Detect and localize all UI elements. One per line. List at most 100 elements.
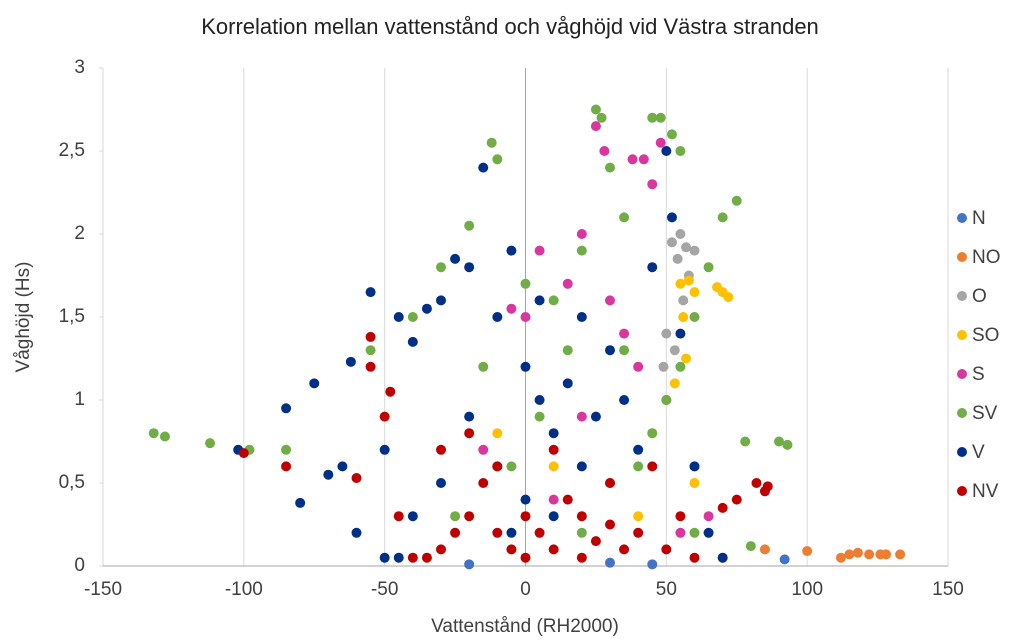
- point: [478, 444, 489, 455]
- point: [782, 439, 793, 450]
- point: [520, 511, 531, 522]
- point: [520, 278, 531, 289]
- point: [464, 411, 475, 422]
- point: [675, 328, 686, 339]
- point: [619, 395, 630, 405]
- legend-label: SV: [972, 403, 998, 424]
- point: [506, 527, 517, 538]
- legend-label: O: [972, 286, 987, 307]
- point: [661, 146, 672, 156]
- point: [619, 345, 630, 356]
- point: [450, 527, 461, 538]
- x-tick-label: -150: [84, 579, 122, 600]
- point: [689, 287, 700, 298]
- point: [633, 361, 644, 372]
- legend-label: N: [972, 208, 986, 229]
- point: [506, 544, 517, 555]
- point: [436, 262, 446, 273]
- point: [562, 378, 573, 389]
- point: [605, 519, 615, 530]
- point: [605, 162, 615, 173]
- point: [407, 552, 418, 563]
- point: [436, 478, 446, 488]
- point: [407, 312, 418, 322]
- legend-marker: [957, 330, 967, 340]
- point: [590, 536, 601, 547]
- point: [407, 511, 418, 522]
- point: [464, 511, 475, 522]
- point: [576, 411, 587, 422]
- point: [590, 411, 601, 422]
- point: [844, 549, 855, 560]
- point: [548, 544, 559, 555]
- point: [365, 331, 376, 342]
- point: [562, 345, 573, 356]
- point: [464, 262, 475, 273]
- point: [281, 461, 292, 472]
- point: [678, 312, 689, 322]
- point: [717, 552, 728, 563]
- legend-marker: [957, 252, 967, 262]
- legend-label: NO: [972, 247, 1001, 268]
- point: [852, 547, 863, 558]
- x-tick-label: 150: [932, 579, 964, 600]
- point: [633, 461, 644, 472]
- point: [669, 345, 680, 356]
- point: [658, 361, 669, 372]
- point: [675, 146, 686, 156]
- y-tick-label: 0: [74, 555, 85, 576]
- point: [492, 312, 503, 322]
- point: [669, 378, 680, 389]
- point: [365, 287, 376, 298]
- point: [492, 154, 503, 165]
- legend-marker: [957, 447, 967, 457]
- point: [661, 544, 672, 555]
- x-tick-label: 0: [520, 579, 531, 600]
- point: [562, 494, 573, 505]
- point: [605, 557, 615, 568]
- point: [534, 411, 545, 422]
- point: [576, 229, 587, 239]
- point: [689, 478, 700, 488]
- point: [534, 245, 545, 256]
- x-axis-label: Vattenstånd (RH2000): [431, 616, 619, 637]
- point: [672, 253, 683, 264]
- point: [576, 461, 587, 472]
- point: [492, 461, 503, 472]
- point: [365, 345, 376, 356]
- point: [712, 282, 723, 293]
- point: [675, 527, 686, 538]
- point: [647, 559, 658, 570]
- point: [351, 527, 362, 538]
- y-tick-label: 0,5: [59, 472, 85, 493]
- point: [548, 511, 559, 522]
- point: [393, 552, 404, 563]
- point: [576, 312, 587, 322]
- point: [605, 295, 615, 306]
- point: [895, 549, 906, 560]
- point: [534, 527, 545, 538]
- point: [647, 428, 658, 439]
- legend-label: NV: [972, 481, 999, 502]
- y-tick-label: 3: [74, 57, 85, 78]
- point: [159, 431, 170, 442]
- legend-marker: [957, 213, 967, 223]
- point: [393, 511, 404, 522]
- point: [478, 478, 489, 488]
- point: [655, 112, 666, 123]
- point: [655, 137, 666, 148]
- point: [478, 162, 489, 173]
- x-tick-label: -100: [225, 579, 263, 600]
- point: [534, 395, 545, 405]
- x-tick-label: -50: [371, 579, 398, 600]
- point: [661, 395, 672, 405]
- point: [576, 552, 587, 563]
- point: [675, 511, 686, 522]
- point: [450, 511, 461, 522]
- point: [238, 448, 249, 459]
- y-tick-label: 2: [74, 223, 85, 244]
- legend-marker: [957, 408, 967, 418]
- point: [774, 436, 784, 447]
- point: [548, 295, 559, 306]
